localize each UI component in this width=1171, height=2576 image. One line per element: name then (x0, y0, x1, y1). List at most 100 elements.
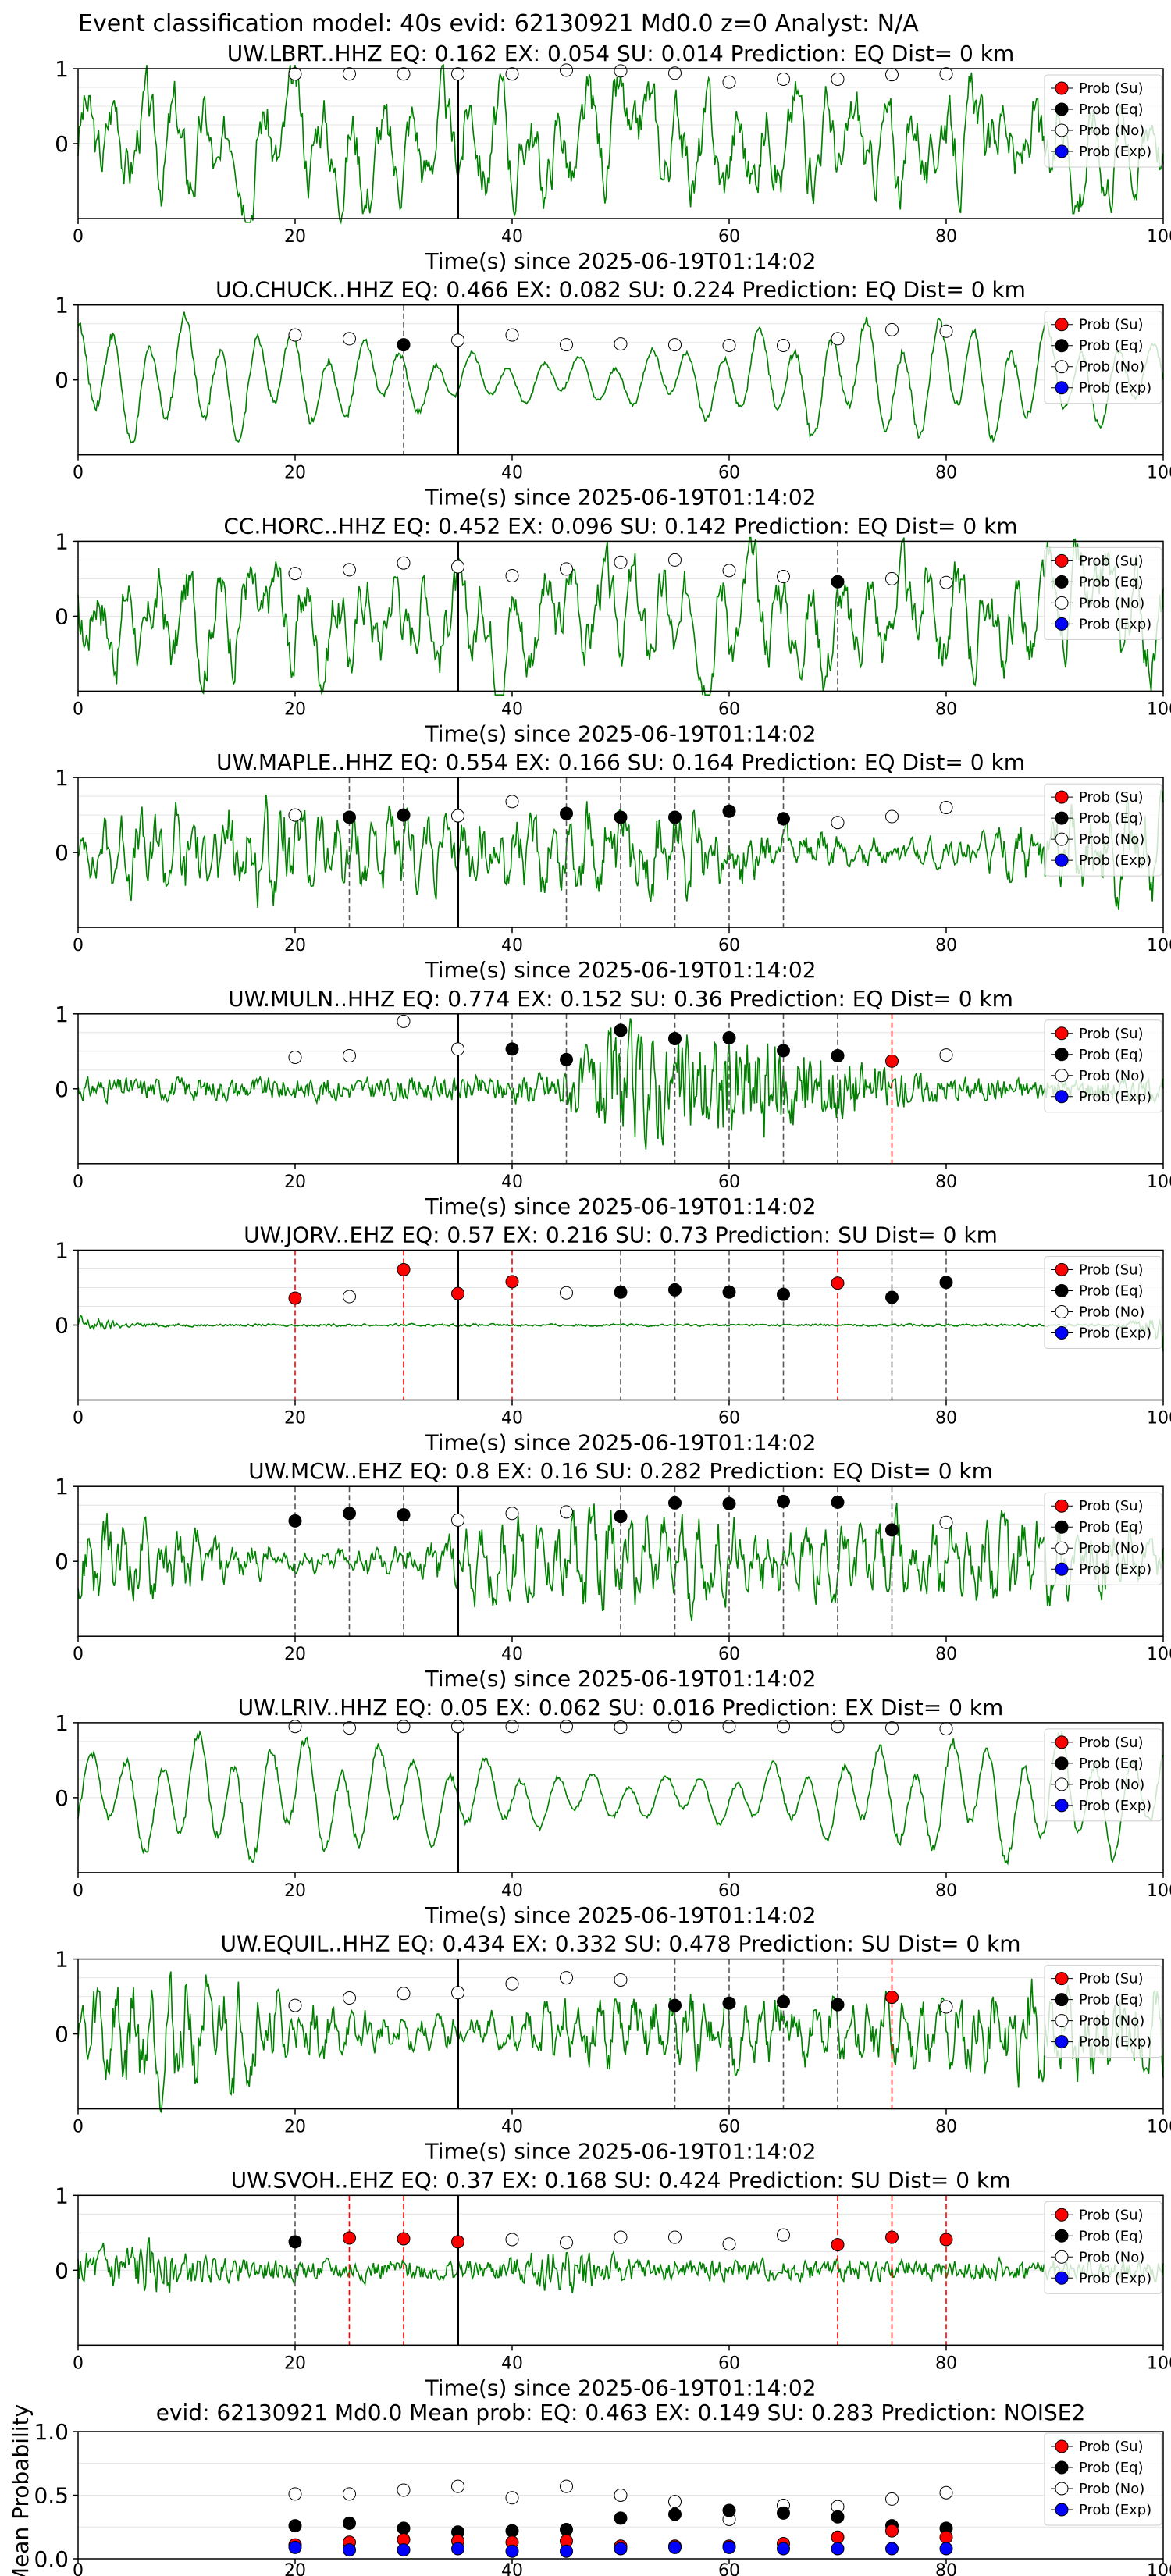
x-tick-label: 40 (501, 1645, 523, 1664)
legend-marker (1055, 81, 1069, 95)
window-prob-point (288, 67, 302, 81)
waveform-line (77, 1503, 1164, 1621)
window-prob-point (343, 332, 356, 346)
legend: Prob (Su) Prob (Eq) Prob (No) Prob (Exp) (1044, 546, 1162, 640)
legend-label: Prob (Su) (1079, 1262, 1144, 1279)
x-tick-label: 60 (718, 1172, 740, 1192)
legend-marker (1055, 1048, 1069, 1062)
window-prob-point (831, 1049, 845, 1063)
window-prob-point (668, 810, 682, 824)
window-prob-point (939, 1515, 953, 1529)
legend: Prob (Su) Prob (Eq) Prob (No) Prob (Exp) (1044, 311, 1162, 404)
mean-prob-point (831, 2542, 845, 2556)
waveform-line (77, 1314, 1164, 1352)
window-prob-point (451, 1720, 464, 1734)
window-prob-point (451, 1042, 464, 1056)
x-axis-label: Time(s) since 2025-06-19T01:14:02 (424, 485, 816, 511)
x-tick-label: 20 (284, 1409, 306, 1429)
legend-marker (1055, 360, 1069, 374)
window-prob-point (343, 1721, 356, 1735)
legend-box (1044, 2201, 1162, 2294)
window-prob-point (505, 569, 519, 583)
mean-prob-point (397, 2521, 411, 2535)
x-tick-label: 20 (284, 227, 306, 247)
waveform-line (77, 1730, 1164, 1866)
legend-label: Prob (No) (1079, 2481, 1144, 2497)
waveform-line (77, 2237, 1164, 2293)
legend-label: Prob (No) (1079, 831, 1144, 848)
legend-label: Prob (No) (1079, 359, 1144, 375)
x-tick-label: 0 (73, 1172, 84, 1192)
x-tick-label: 0 (73, 936, 84, 955)
window-prob-point (451, 809, 464, 823)
waveform-line (77, 1971, 1164, 2113)
mean-prob-point (343, 2487, 356, 2501)
mean-prob-point (885, 2524, 899, 2538)
window-prob-point (831, 1276, 845, 1290)
mean-prob-point (939, 2485, 953, 2500)
x-tick-label: 20 (284, 1645, 306, 1664)
window-prob-point (397, 1987, 411, 2001)
legend-marker (1055, 575, 1069, 589)
x-tick-label: 80 (935, 699, 957, 719)
x-tick-label: 80 (935, 1172, 957, 1192)
legend-label: Prob (No) (1079, 123, 1144, 139)
legend-label: Prob (Exp) (1079, 144, 1151, 160)
x-axis-label: Time(s) since 2025-06-19T01:14:02 (424, 1666, 816, 1692)
legend-box (1044, 546, 1162, 640)
window-prob-point (560, 1286, 573, 1300)
window-prob-point (614, 1973, 628, 1987)
window-prob-point (614, 1720, 628, 1735)
x-tick-label: 40 (501, 699, 523, 719)
y-tick-label: 1 (55, 1238, 69, 1264)
window-prob-point (560, 1720, 573, 1734)
legend-marker (1055, 1499, 1069, 1513)
legend-box (1044, 1965, 1162, 2058)
x-tick-label: 60 (718, 936, 740, 955)
x-tick-label: 40 (501, 2118, 523, 2137)
window-prob-point (885, 1991, 899, 2005)
window-prob-point (668, 66, 682, 80)
y-tick-label: 0 (55, 1549, 69, 1574)
mean-prob-point (939, 2530, 953, 2544)
legend-label: Prob (No) (1079, 1540, 1144, 1557)
window-prob-point (668, 553, 682, 567)
y-tick-label: 1 (55, 1474, 69, 1500)
legend-marker (1055, 1520, 1069, 1534)
x-tick-label: 80 (935, 2354, 957, 2373)
window-prob-point (560, 806, 573, 820)
legend-marker (1055, 2229, 1069, 2243)
panel-title: UW.MAPLE..HHZ EQ: 0.554 EX: 0.166 SU: 0.… (216, 749, 1025, 775)
mean-prob-point (668, 2507, 682, 2521)
window-prob-point (885, 68, 899, 82)
window-prob-point (722, 1031, 736, 1045)
panel-title: UO.CHUCK..HHZ EQ: 0.466 EX: 0.082 SU: 0.… (215, 277, 1026, 303)
mean-prob-point (668, 2540, 682, 2554)
window-prob-point (831, 1495, 845, 1509)
x-tick-label: 20 (284, 1881, 306, 1901)
window-prob-point (451, 67, 464, 81)
window-prob-point (885, 809, 899, 824)
legend-box (1044, 1256, 1162, 1349)
mean-prob-point (939, 2542, 953, 2556)
window-prob-point (668, 1283, 682, 1297)
x-axis-label: Time(s) since 2025-06-19T01:14:02 (424, 1194, 816, 1219)
legend-marker (1055, 1777, 1069, 1791)
x-tick-label: 60 (718, 464, 740, 483)
window-prob-point (505, 795, 519, 809)
legend-label: Prob (Exp) (1079, 1561, 1151, 1578)
mean-prob-point (614, 2542, 628, 2556)
window-prob-point (939, 324, 953, 338)
panel-title: evid: 62130921 Md0.0 Mean prob: EQ: 0.46… (156, 2400, 1086, 2425)
window-prob-point (397, 1508, 411, 1522)
x-tick-label: 60 (718, 699, 740, 719)
waveform-panel: UW.MULN..HHZ EQ: 0.774 EX: 0.152 SU: 0.3… (55, 986, 1171, 1219)
window-prob-point (722, 1996, 736, 2010)
window-prob-point (288, 328, 302, 342)
x-tick-label: 100 (1147, 2118, 1171, 2137)
x-axis-label: Time(s) since 2025-06-19T01:14:02 (424, 2139, 816, 2165)
x-tick-label: 60 (718, 227, 740, 247)
x-tick-label: 100 (1147, 1172, 1171, 1192)
legend-label: Prob (No) (1079, 1304, 1144, 1321)
legend-label: Prob (Eq) (1079, 1519, 1144, 1535)
